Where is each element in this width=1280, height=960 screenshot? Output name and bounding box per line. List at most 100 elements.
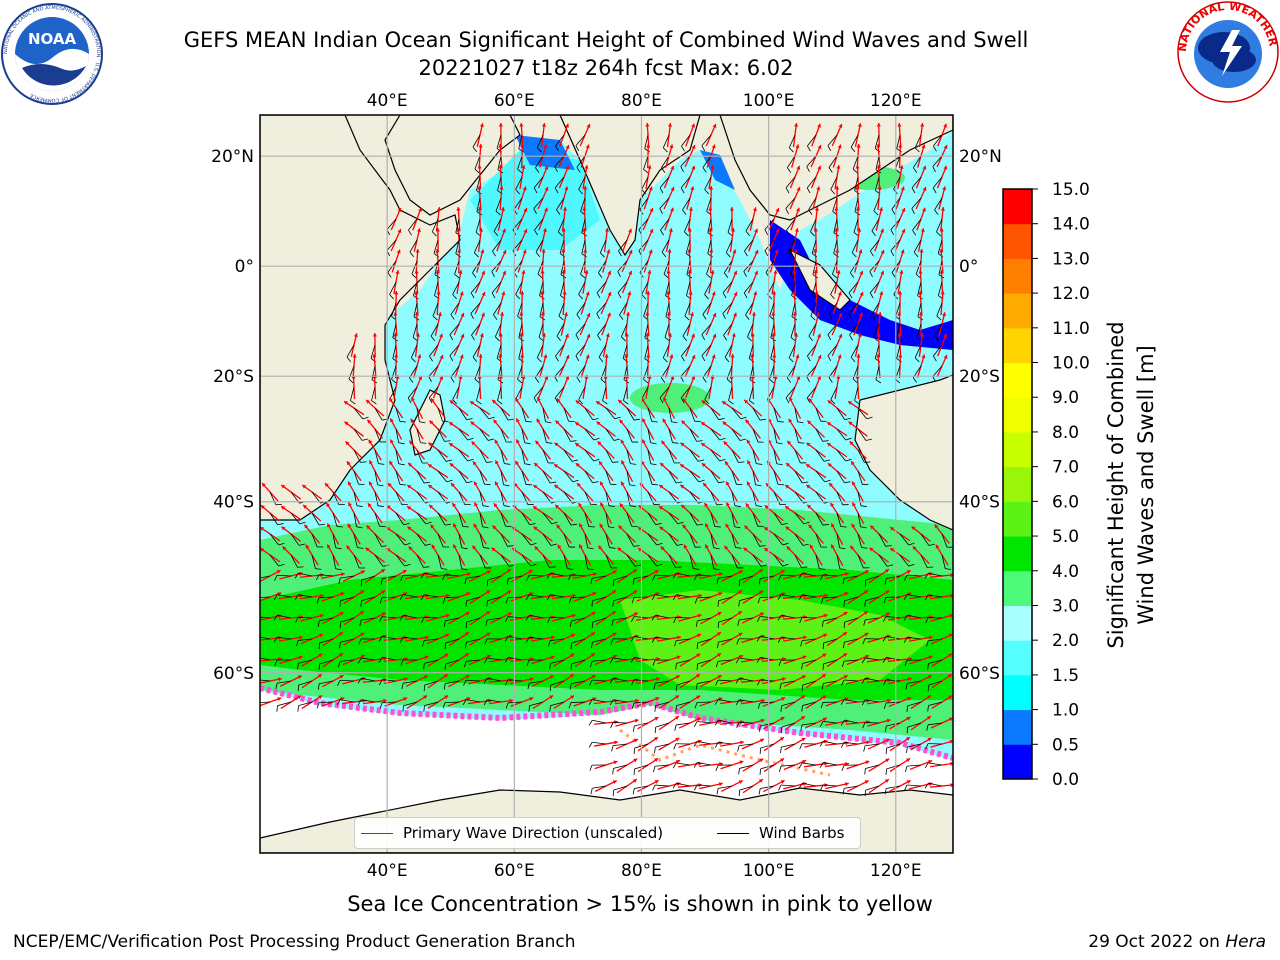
wind-barb (780, 701, 796, 712)
wind-barb (862, 638, 880, 645)
wind-barb (932, 176, 943, 194)
wind-barb (882, 657, 901, 663)
wind-barb (465, 617, 481, 629)
wind-barb (576, 365, 586, 383)
wind-barb (925, 743, 943, 750)
wind-barb (472, 134, 481, 153)
wind-barb (710, 533, 720, 550)
wind-barb (597, 323, 607, 341)
wind-barb (493, 218, 502, 237)
wind-barb (852, 365, 859, 384)
wind-barb (936, 218, 943, 237)
wind-barb (905, 680, 922, 690)
wind-barb (672, 782, 691, 789)
colorbar: 0.0 0.5 1.0 1.5 2.0 3.0 4.0 5.0 6.0 7.0 8.0 9.0 10.0… (1002, 180, 1090, 790)
wind-barb (458, 428, 474, 441)
wind-barb (458, 533, 468, 550)
wind-barb (518, 134, 524, 153)
wind-barb (611, 617, 628, 626)
wind-barb (854, 386, 860, 405)
wind-barb (332, 533, 342, 550)
wind-barb (785, 386, 796, 404)
map-tick-labels: 40°E 40°E 60°E 60°E 80°E 80°E 100°E 100°E 120°E 1… (211, 91, 1002, 881)
wind-barb (915, 260, 922, 279)
wind-barb (500, 407, 515, 421)
chart-subtitle: 20221027 t18z 264h fcst Max: 6.02 (418, 56, 794, 80)
wind-barb (443, 617, 460, 627)
wind-barb (527, 680, 544, 690)
wind-barb (450, 365, 460, 383)
wind-barb (479, 407, 495, 420)
wind-barb (912, 155, 922, 173)
wind-barb (800, 638, 817, 647)
wind-barb (659, 386, 670, 404)
wind-barb (668, 512, 684, 525)
wind-barb (332, 554, 342, 571)
wind-barb (492, 239, 502, 257)
colorbar-tick-label: 0.5 (1052, 735, 1079, 755)
wind-barb (857, 491, 867, 508)
wind-barb (517, 155, 523, 174)
wind-barb (353, 533, 364, 549)
wind-barb (260, 596, 271, 598)
wind-barb (759, 743, 775, 755)
wind-barb (274, 574, 292, 581)
wind-barb (311, 512, 326, 526)
wind-barb (563, 449, 579, 462)
wind-barb (542, 554, 556, 568)
wind-barb (416, 428, 427, 444)
wind-barb (927, 701, 943, 712)
wind-barb (290, 512, 306, 525)
wind-barb (647, 554, 663, 567)
wind-barb (269, 512, 284, 526)
wind-barb (483, 699, 502, 706)
wind-barb (332, 491, 345, 506)
lat-tick-right: 40°S (959, 493, 1000, 513)
wind-barb (526, 659, 544, 666)
wind-barb (873, 197, 880, 216)
wind-barb (296, 638, 313, 647)
wind-barb (273, 594, 292, 601)
wind-barb (924, 782, 943, 789)
wind-barb (395, 428, 405, 445)
wind-barb (546, 572, 565, 579)
wind-barb (605, 491, 615, 508)
wind-barb (731, 428, 746, 441)
wind-barb (723, 323, 733, 341)
footer-credit: NCEP/EMC/Verification Post Processing Pr… (13, 932, 576, 952)
wind-barb (808, 323, 817, 342)
wind-barb (875, 365, 882, 384)
wind-barb (442, 596, 460, 604)
map-area (260, 115, 953, 853)
wind-barb (848, 281, 859, 299)
wind-barb (494, 323, 502, 342)
wind-barb (505, 679, 523, 686)
wind-barb (819, 740, 838, 747)
wind-barb (395, 449, 405, 466)
wind-barb (680, 176, 691, 194)
wind-barb (316, 701, 334, 709)
legend-barb-label: Wind Barbs (759, 824, 845, 842)
wind-barb (731, 512, 741, 529)
wind-barb (548, 638, 565, 647)
wind-barb (707, 239, 713, 258)
wind-barb (472, 260, 481, 278)
wind-barb (378, 635, 397, 642)
wind-barb (428, 386, 439, 404)
wind-barb (444, 659, 460, 670)
wind-barb (843, 617, 859, 629)
wind-barb (450, 302, 460, 320)
wind-barb (794, 470, 809, 484)
wind-barb (932, 365, 943, 383)
wind-barb (737, 617, 754, 626)
wind-barb (806, 176, 817, 194)
wind-barb (626, 407, 641, 421)
wind-barb (422, 638, 439, 647)
wind-barb (863, 617, 880, 626)
wind-barb (807, 344, 817, 362)
wind-barb (815, 533, 827, 548)
wind-barb (794, 428, 805, 444)
wind-barb (920, 533, 935, 546)
wind-barb (773, 512, 788, 526)
wind-barb (542, 533, 557, 546)
